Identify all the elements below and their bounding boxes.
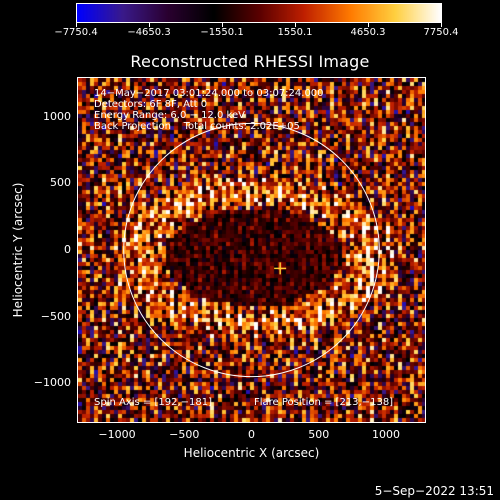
y-tick-label: 0 (64, 243, 71, 256)
spin-axis-annotation: Spin Axis = [192,−181] (94, 397, 213, 408)
rhessi-image (78, 78, 425, 422)
x-tick-label: 500 (308, 428, 330, 441)
x-tick-label: −1000 (98, 428, 136, 441)
colorbar-tick-mark (149, 22, 150, 27)
time-range-annotation: 14−May−2017 03:01:24.000 to 03:07:24.000 (94, 88, 324, 99)
y-tick-label: 500 (50, 176, 71, 190)
plot-title: Reconstructed RHESSI Image (130, 52, 370, 71)
colorbar-tick-label: 4650.3 (350, 27, 386, 38)
colorbar-tick-label: −7750.4 (54, 27, 98, 38)
colorbar-tick-mark (368, 22, 369, 27)
colorbar-tick-label: −4650.3 (127, 27, 171, 38)
image-plot: 14−May−2017 03:01:24.000 to 03:07:24.000… (77, 77, 426, 423)
detectors-annotation: Detectors: 6F 8F, Att 0 (94, 99, 208, 110)
colorbar (76, 3, 442, 23)
solar-limb-circle (123, 122, 380, 378)
y-tick-label: −1000 (33, 376, 71, 390)
plot-overlay (123, 122, 380, 378)
colorbar-tick-label: 7750.4 (423, 27, 459, 38)
colorbar-tick-label: 1550.1 (277, 27, 313, 38)
x-tick-label: −500 (169, 428, 200, 441)
colorbar-tick-label: −1550.1 (200, 27, 244, 38)
x-tick-label: 1000 (371, 428, 400, 441)
flare-position-marker (274, 262, 287, 275)
method-counts-annotation: Back Projection Total counts: 2.02E+05 (94, 121, 300, 132)
colorbar-tick-mark (441, 22, 442, 27)
x-tick-label: 0 (248, 428, 255, 441)
flare-position-annotation: Flare Position = [213,−138] (254, 397, 394, 408)
energy-range-annotation: Energy Range: 6.0 − 12.0 keV (94, 110, 245, 121)
colorbar-tick-mark (295, 22, 296, 27)
y-tick-label: −500 (40, 309, 71, 323)
y-axis-label: Heliocentric Y (arcsec) (11, 182, 25, 318)
timestamp: 5−Sep−2022 13:51 (374, 484, 494, 498)
colorbar-tick-mark (76, 22, 77, 27)
x-axis-label: Heliocentric X (arcsec) (183, 446, 320, 460)
colorbar-tick-mark (222, 22, 223, 27)
y-tick-label: 1000 (43, 109, 71, 123)
